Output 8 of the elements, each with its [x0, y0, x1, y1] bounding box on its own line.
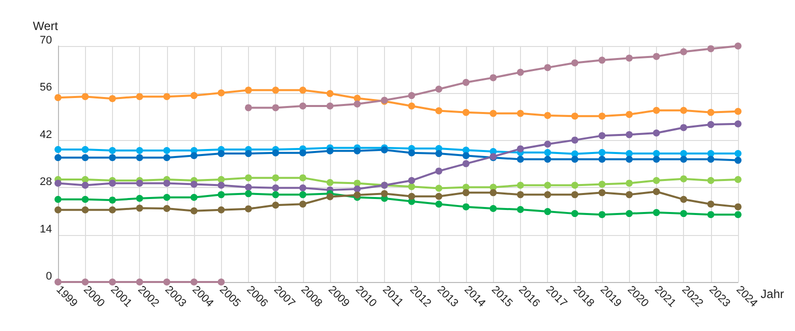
y-axis-title: Wert: [32, 19, 59, 33]
y-tick-label: 70: [40, 34, 52, 46]
y-tick-label: 42: [40, 128, 52, 141]
y-tick-label: 0: [46, 270, 52, 282]
y-tick-label: 28: [40, 176, 52, 188]
y-tick-label: 14: [40, 223, 52, 236]
y-tick-label: 56: [40, 82, 52, 94]
x-axis-title: Jahr: [760, 287, 784, 301]
